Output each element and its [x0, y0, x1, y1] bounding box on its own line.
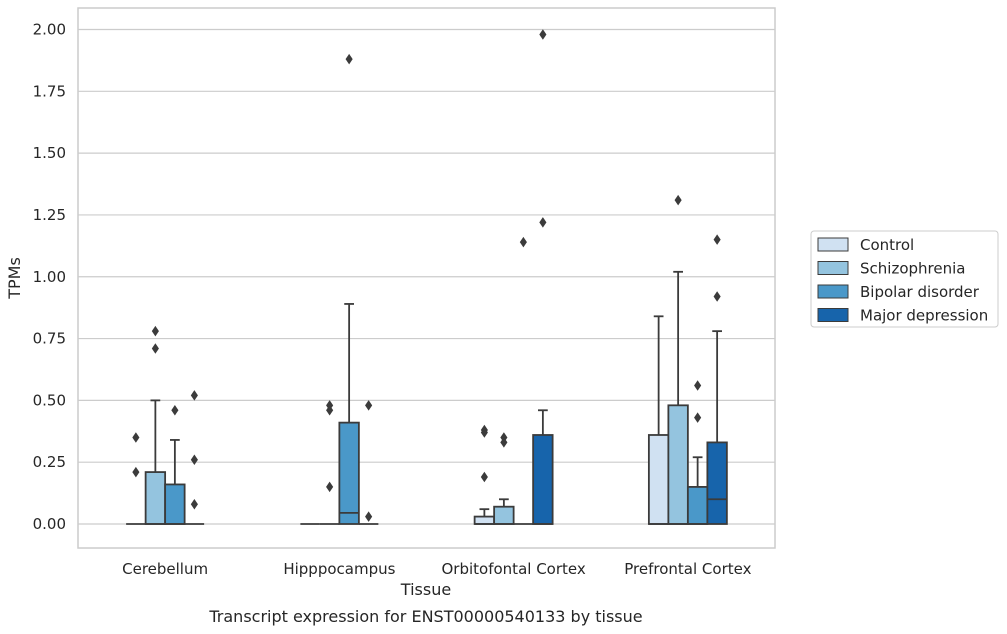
- outlier-point: [190, 498, 198, 510]
- box-body: [493, 505, 515, 525]
- chart-caption: Transcript expression for ENST0000054013…: [208, 607, 642, 626]
- legend-label: Bipolar disorder: [860, 283, 980, 301]
- box-series: [126, 29, 728, 525]
- box-body: [144, 471, 167, 525]
- x-axis-label: Tissue: [400, 580, 451, 599]
- box-body: [686, 486, 709, 525]
- outlier-point: [190, 390, 198, 401]
- outlier-point: [480, 471, 488, 483]
- outlier-point: [713, 234, 721, 245]
- y-tick-label: 1.75: [33, 82, 66, 100]
- series-bipolar-disorder: [164, 53, 709, 525]
- y-tick-label: 0.50: [33, 391, 66, 409]
- outlier-point: [674, 194, 682, 206]
- outlier-point: [713, 291, 721, 302]
- outlier-point: [171, 405, 179, 416]
- outlier-point: [694, 380, 702, 391]
- legend-label: Schizophrenia: [860, 260, 965, 278]
- x-tick-label: Orbitofontal Cortex: [442, 560, 586, 578]
- outlier-point: [151, 343, 159, 354]
- box-body: [706, 441, 728, 525]
- legend-swatch: [817, 237, 849, 252]
- box: [319, 400, 340, 525]
- legend-swatch: [817, 284, 849, 299]
- y-tick-label: 0.00: [33, 515, 66, 533]
- box: [184, 390, 205, 525]
- y-tick-label: 0.75: [33, 330, 66, 348]
- outlier-point: [365, 400, 373, 411]
- legend-swatch: [817, 261, 849, 275]
- y-axis-label: TPMs: [5, 257, 24, 300]
- outlier-point: [132, 466, 140, 478]
- legend-label: Major depression: [860, 307, 988, 325]
- legend-swatch: [817, 308, 849, 322]
- box: [667, 194, 689, 525]
- box-body: [647, 434, 670, 525]
- outlier-point: [190, 454, 198, 465]
- box: [493, 432, 515, 525]
- legend-frame: [810, 230, 999, 328]
- y-tick-label: 0.25: [33, 453, 66, 471]
- series-control: [126, 315, 670, 525]
- box-body: [338, 421, 360, 525]
- y-tick-labels: 0.00 0.25 0.50 0.75 1.00 1.25 1.50 1.75 2.00: [33, 21, 66, 534]
- box: [706, 234, 728, 525]
- outlier-point: [519, 236, 527, 248]
- outlier-point: [132, 432, 140, 443]
- outlier-point: [345, 53, 353, 65]
- outlier-point: [539, 29, 547, 40]
- box-body: [667, 404, 689, 525]
- box: [164, 405, 186, 525]
- outlier-point: [480, 427, 488, 438]
- box: [338, 53, 360, 525]
- y-tick-label: 1.50: [33, 144, 66, 162]
- y-tick-label: 2.00: [33, 21, 66, 39]
- plot-frame: [77, 7, 776, 549]
- box: [358, 400, 379, 525]
- outlier-point: [365, 511, 373, 522]
- box: [144, 325, 167, 525]
- series-major-depression: [184, 29, 728, 525]
- x-tick-labels: Cerebellum Hipppocampus Orbitofontal Corte…: [122, 560, 751, 578]
- legend: Control Schizophrenia Bipolar disorder Majo…: [810, 230, 999, 328]
- box: [126, 432, 146, 525]
- outlier-point: [151, 325, 159, 337]
- x-tick-label: Hipppocampus: [283, 560, 395, 578]
- y-tick-label: 1.25: [33, 206, 66, 224]
- legend-label: Control: [860, 236, 914, 254]
- box: [513, 236, 534, 525]
- outlier-point: [694, 412, 702, 423]
- outlier-point: [326, 481, 334, 493]
- outlier-point: [326, 405, 334, 416]
- outlier-point: [539, 217, 547, 228]
- series-schizophrenia: [144, 194, 689, 525]
- y-tick-label: 1.00: [33, 268, 66, 286]
- box: [647, 315, 670, 525]
- box-body: [473, 515, 496, 525]
- x-tick-label: Prefrontal Cortex: [624, 560, 751, 578]
- outlier-point: [500, 437, 508, 448]
- box-body: [164, 483, 186, 525]
- x-tick-label: Cerebellum: [122, 560, 208, 578]
- box: [532, 29, 554, 525]
- box-body: [532, 434, 554, 525]
